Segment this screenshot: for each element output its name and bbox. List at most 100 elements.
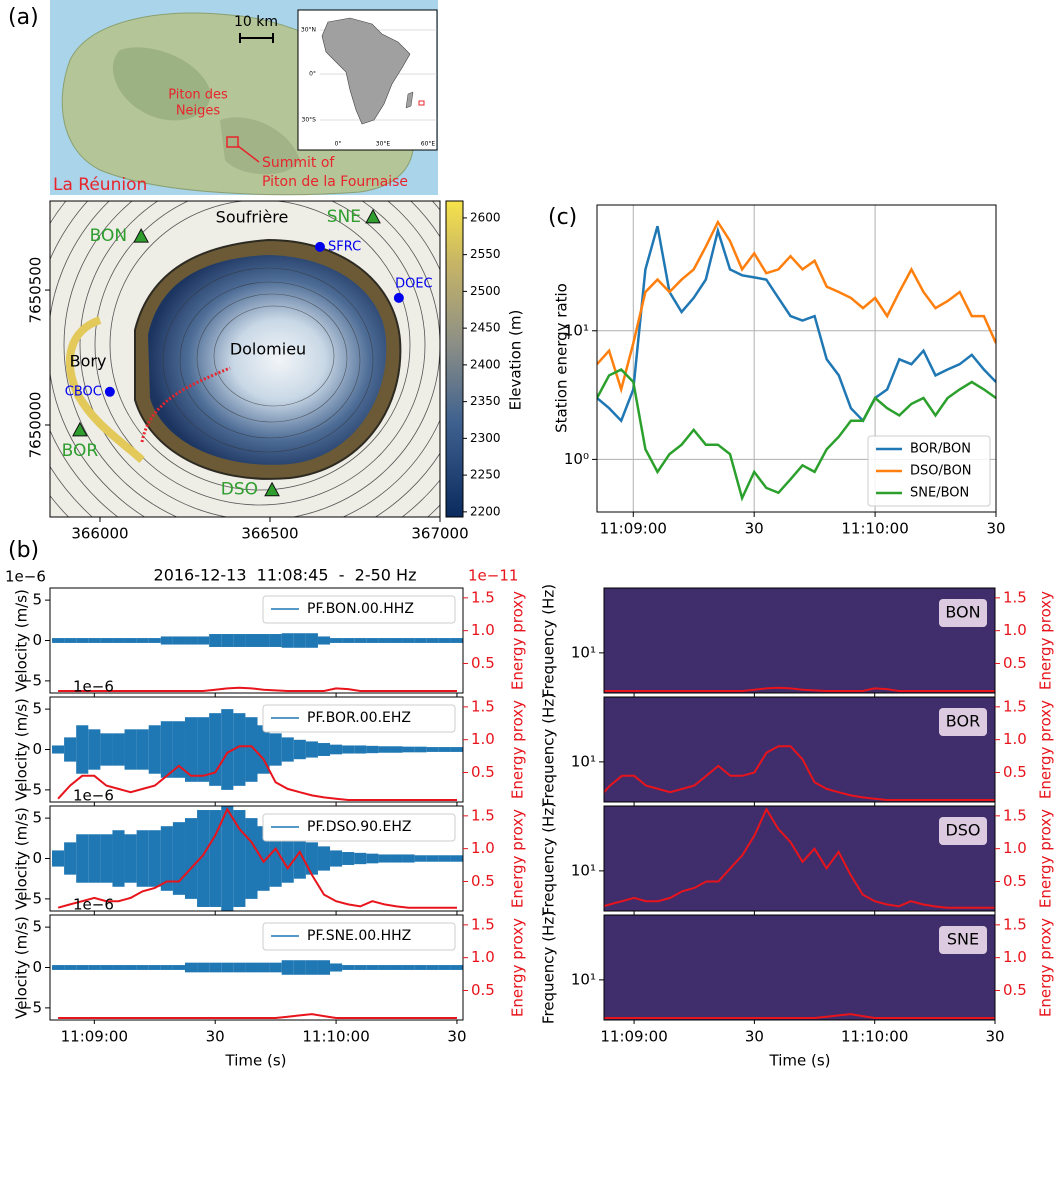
colorbar-tick-label: 2400 (470, 357, 501, 371)
y2-tick-label: 1.0 (1003, 839, 1027, 857)
waveform-envelope (257, 962, 270, 973)
y-tick-label: 0 (32, 958, 42, 976)
waveform-envelope (184, 636, 198, 645)
waveform-envelope (269, 733, 282, 766)
x-tick-label: 11:10:00 (302, 1028, 369, 1046)
waveform-envelope (209, 962, 222, 973)
y-tick-label: −5 (20, 889, 42, 907)
waveform-envelope (64, 965, 77, 970)
waveform-envelope (88, 965, 101, 970)
x-tick-label: 366000 (71, 525, 128, 543)
y2-tick-label: 1.5 (1003, 697, 1027, 715)
waveform-envelope (148, 830, 161, 887)
y-offset-label: 1e−6 (73, 787, 114, 805)
waveform-envelope (136, 965, 149, 970)
map-frame (49, 200, 441, 518)
y2-axis-label: Energy proxy (1037, 809, 1055, 908)
waveform-envelope (317, 846, 331, 871)
waveform (52, 709, 463, 790)
inset-lon-label: 60°E (421, 141, 436, 148)
station-marker (264, 481, 280, 497)
tag-box (939, 599, 987, 627)
y2-tick-label: 0.5 (1003, 763, 1027, 781)
waveform-envelope (342, 965, 355, 970)
x-tick-label: 11:09:00 (600, 520, 667, 538)
waveform-envelope (390, 746, 403, 753)
y-offset-label: 1e−6 (73, 896, 114, 914)
waveform-envelope (366, 965, 379, 970)
y2-axis-label: Energy proxy (1037, 700, 1055, 799)
waveform-envelope (378, 965, 391, 970)
waveform (52, 960, 463, 975)
legend-box (262, 813, 456, 842)
waveform-envelope (257, 634, 270, 647)
y2-tick-label: 0.5 (1003, 981, 1027, 999)
y2-tick-label: 1.5 (471, 806, 495, 824)
waveform-envelope (184, 962, 198, 973)
waveform-envelope (136, 638, 149, 643)
panel-label: (c) (548, 205, 577, 230)
waveform-envelope (281, 834, 294, 883)
axes-frame (603, 696, 996, 803)
waveform-envelope (245, 717, 258, 782)
waveform-envelope (136, 830, 149, 887)
y-tick-label: 10¹ (564, 321, 589, 339)
waveform-envelope (148, 725, 161, 774)
waveform-envelope (124, 729, 137, 770)
waveform-envelope (245, 634, 258, 647)
waveform-envelope (426, 965, 439, 970)
waveform-envelope (64, 842, 77, 875)
crater-map (50, 201, 440, 517)
waveform-envelope (342, 638, 355, 643)
madagascar (405, 91, 414, 109)
y2-tick-label: 1.0 (471, 621, 495, 639)
y2-tick-label: 0.5 (471, 872, 495, 890)
waveform-envelope (88, 834, 101, 883)
waveform-envelope (438, 638, 451, 643)
x-tick-label: 367000 (411, 525, 468, 543)
y-offset-label: 1e−6 (5, 568, 46, 586)
axes-frame (603, 805, 996, 912)
waveform-envelope (124, 638, 137, 643)
waveform-envelope (209, 634, 222, 647)
colorbar-tick-label: 2600 (470, 210, 501, 224)
waveform-envelope (402, 854, 415, 863)
waveform-envelope (293, 838, 306, 879)
station-marker (133, 228, 149, 243)
axes-frame (603, 914, 996, 1021)
y2-axis-label: Energy proxy (1037, 918, 1055, 1017)
series-line (597, 367, 996, 502)
waveform-envelope (124, 834, 137, 883)
crater-contours (162, 267, 374, 453)
y-tick-label: −5 (20, 998, 42, 1016)
waveform-envelope (426, 638, 439, 643)
relief (220, 117, 300, 175)
spectrogram-tag: DSO (945, 821, 980, 840)
waveform-envelope (426, 747, 439, 752)
waveform-envelope (426, 855, 439, 862)
waveform-envelope (269, 634, 282, 647)
inset-lat-label: 0° (309, 71, 316, 78)
x-tick-label: 30 (206, 1028, 225, 1046)
waveform-envelope (450, 747, 463, 752)
chart-title: 2016-12-13 11:08:45 - 2-50 Hz (154, 566, 417, 585)
waveform-envelope (330, 744, 343, 755)
waveform-envelope (209, 810, 222, 907)
station-marker (314, 241, 325, 252)
waveform-envelope (378, 854, 391, 863)
waveform-envelope (52, 745, 65, 754)
waveform-envelope (390, 854, 403, 863)
x-tick-label: 30 (447, 1028, 466, 1046)
y2-axis-label: Energy proxy (509, 591, 527, 690)
colorbar-tick-label: 2550 (470, 247, 501, 261)
legend-label: BOR/BON (910, 442, 971, 457)
legend-label: PF.BON.00.HHZ (307, 601, 414, 617)
energy-line (604, 745, 995, 801)
y-tick-label: 7650000 (27, 392, 45, 459)
waveform-envelope (390, 638, 403, 643)
legend-label: PF.SNE.00.HHZ (307, 928, 411, 944)
waveform-envelope (52, 638, 65, 643)
spectrogram-tag: BOR (946, 712, 980, 731)
station-label: BON (90, 226, 127, 246)
